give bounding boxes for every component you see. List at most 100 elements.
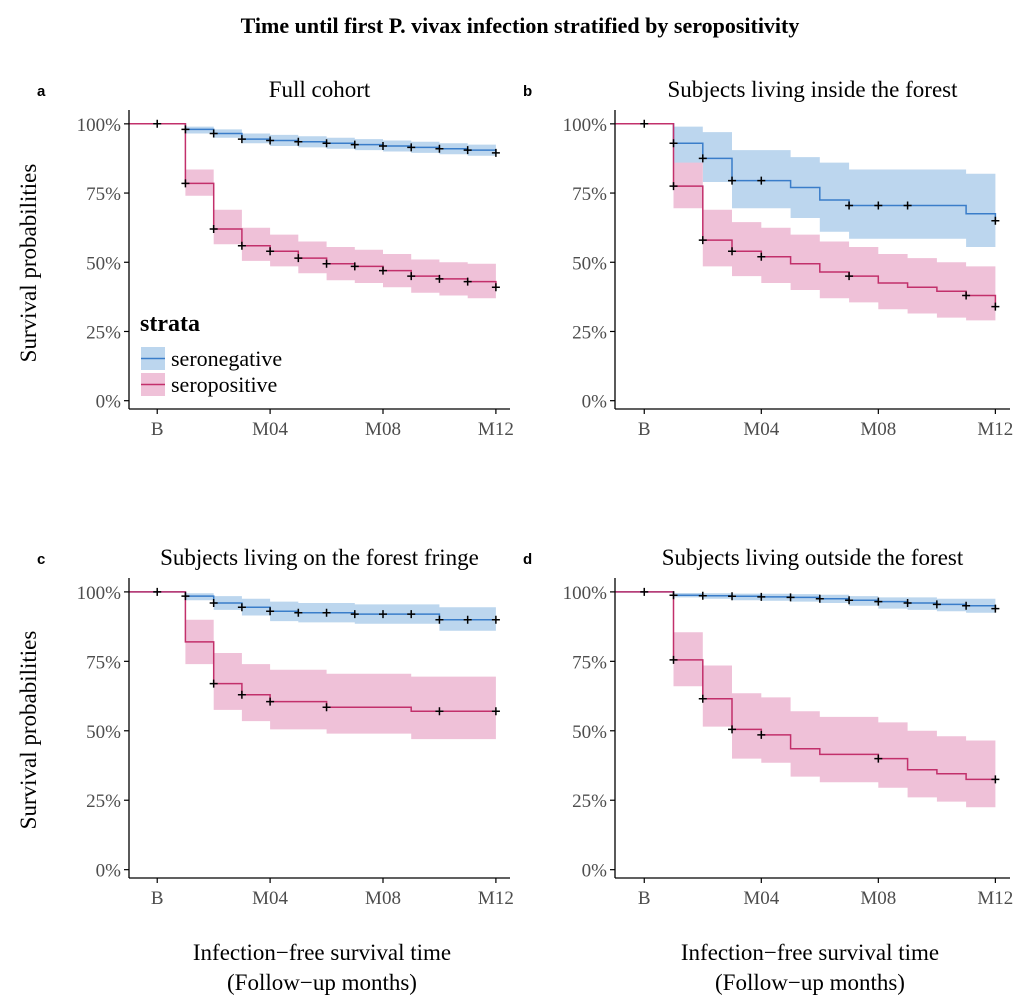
censor-mark-seronegative bbox=[209, 129, 218, 138]
censor-mark-seropositive bbox=[435, 707, 444, 716]
x-tick-label: M12 bbox=[478, 419, 514, 440]
censor-mark-seropositive bbox=[874, 754, 883, 763]
x-axis-label-left-line2: (Follow−up months) bbox=[227, 970, 417, 995]
x-tick-label: B bbox=[638, 888, 651, 909]
panel-title-c: Subjects living on the forest fringe bbox=[160, 545, 479, 570]
legend-label-seropositive: seropositive bbox=[171, 372, 277, 397]
censor-mark-seropositive bbox=[266, 697, 275, 706]
censor-mark-seronegative bbox=[379, 142, 387, 150]
censor-mark-seronegative bbox=[491, 615, 500, 624]
y-axis-label-top: Survival probabilities bbox=[16, 164, 41, 363]
censor-mark-seronegative bbox=[153, 119, 162, 128]
y-tick-label: 50% bbox=[572, 722, 607, 743]
censor-mark-seronegative bbox=[903, 599, 912, 607]
censor-mark-seropositive bbox=[322, 703, 331, 712]
panel-title-d: Subjects living outside the forest bbox=[662, 545, 964, 570]
censor-mark-seropositive bbox=[463, 277, 472, 286]
x-axis-label-right-line1: Infection−free survival time bbox=[681, 940, 939, 965]
censor-mark-seropositive bbox=[407, 272, 416, 281]
y-tick-label: 25% bbox=[86, 322, 121, 343]
censor-mark-seronegative bbox=[728, 592, 737, 601]
censor-mark-seronegative bbox=[350, 140, 359, 149]
censor-mark-seronegative bbox=[322, 139, 331, 148]
censor-mark-seronegative bbox=[728, 176, 737, 185]
x-axis-label-left-line1: Infection−free survival time bbox=[193, 940, 451, 965]
y-tick-label: 25% bbox=[86, 791, 121, 812]
censor-mark-seronegative bbox=[435, 144, 444, 153]
x-tick-label: M12 bbox=[977, 419, 1013, 440]
ci-band-seropositive bbox=[644, 123, 996, 321]
censor-mark-seronegative bbox=[237, 135, 246, 144]
censor-mark-seropositive bbox=[350, 262, 359, 271]
censor-mark-seropositive bbox=[845, 272, 854, 281]
censor-mark-seronegative bbox=[294, 608, 303, 617]
censor-mark-seronegative bbox=[181, 592, 190, 601]
censor-mark-seropositive bbox=[266, 247, 275, 256]
censor-mark-seronegative bbox=[874, 201, 883, 210]
censor-mark-seropositive bbox=[237, 690, 246, 699]
censor-mark-seropositive bbox=[698, 236, 707, 245]
censor-mark-seronegative bbox=[786, 593, 795, 602]
censor-mark-seropositive bbox=[962, 291, 971, 300]
censor-mark-seronegative bbox=[463, 615, 472, 624]
censor-mark-seronegative bbox=[903, 201, 912, 210]
y-tick-label: 25% bbox=[572, 322, 607, 343]
censor-mark-seronegative bbox=[322, 608, 331, 617]
y-tick-label: 75% bbox=[86, 184, 121, 205]
x-tick-label: M04 bbox=[743, 888, 779, 909]
x-tick-label: M08 bbox=[365, 888, 401, 909]
censor-mark-seronegative bbox=[153, 587, 162, 596]
censor-mark-seronegative bbox=[991, 216, 1000, 225]
x-tick-label: B bbox=[151, 888, 164, 909]
censor-mark-seronegative bbox=[294, 137, 303, 146]
panel-letter-c: c bbox=[37, 551, 45, 568]
x-tick-label: B bbox=[151, 419, 164, 440]
x-tick-label: M12 bbox=[478, 888, 514, 909]
censor-mark-seronegative bbox=[435, 615, 444, 624]
y-tick-label: 50% bbox=[86, 253, 121, 274]
y-tick-label: 50% bbox=[86, 722, 121, 743]
censor-mark-seropositive bbox=[322, 259, 331, 268]
censor-mark-seronegative bbox=[874, 597, 883, 606]
censor-mark-seropositive bbox=[698, 694, 707, 703]
panel-a: a Full cohort 0% 25% 50% 75% 100% B M04 M08 M12 bbox=[37, 77, 514, 440]
censor-mark-seronegative bbox=[209, 599, 218, 607]
y-tick-label: 75% bbox=[86, 652, 121, 673]
survival-line-seropositive bbox=[615, 591, 996, 781]
x-tick-label: M08 bbox=[365, 419, 401, 440]
censor-mark-seronegative bbox=[491, 148, 500, 157]
panel-letter-b: b bbox=[523, 83, 532, 100]
censor-mark-seropositive bbox=[237, 241, 246, 250]
censor-mark-seronegative bbox=[379, 610, 387, 619]
censor-mark-seropositive bbox=[991, 775, 1000, 784]
censor-mark-seronegative bbox=[407, 610, 416, 619]
censor-mark-seronegative bbox=[463, 146, 472, 155]
ci-band-seropositive bbox=[644, 591, 996, 808]
y-tick-label: 0% bbox=[96, 392, 122, 413]
censor-mark-seronegative bbox=[669, 139, 678, 148]
censor-mark-seronegative bbox=[698, 154, 707, 163]
x-tick-label: M04 bbox=[743, 419, 779, 440]
censor-mark-seropositive bbox=[209, 225, 218, 233]
panel-d: d Subjects living outside the forest 0% 25%… bbox=[523, 545, 1013, 909]
y-tick-label: 0% bbox=[96, 861, 122, 882]
censor-mark-seronegative bbox=[932, 600, 941, 609]
censor-mark-seronegative bbox=[962, 601, 971, 610]
y-tick-label: 100% bbox=[563, 583, 608, 604]
y-tick-label: 75% bbox=[572, 184, 607, 205]
panel-letter-d: d bbox=[523, 551, 532, 568]
censor-mark-seropositive bbox=[435, 274, 444, 283]
censor-mark-seronegative bbox=[181, 125, 190, 134]
figure-title: Time until first P. vivax infection stra… bbox=[241, 13, 800, 38]
censor-mark-seropositive bbox=[491, 707, 500, 716]
censor-mark-seropositive bbox=[669, 182, 678, 191]
censor-mark-seronegative bbox=[845, 201, 854, 210]
survival-line-seronegative bbox=[615, 123, 997, 221]
ci-band-seropositive bbox=[157, 591, 496, 740]
x-tick-label: B bbox=[638, 419, 651, 440]
censor-mark-seronegative bbox=[266, 607, 275, 616]
x-tick-label: M12 bbox=[977, 888, 1013, 909]
censor-mark-seropositive bbox=[757, 252, 766, 261]
x-tick-label: M04 bbox=[252, 888, 288, 909]
